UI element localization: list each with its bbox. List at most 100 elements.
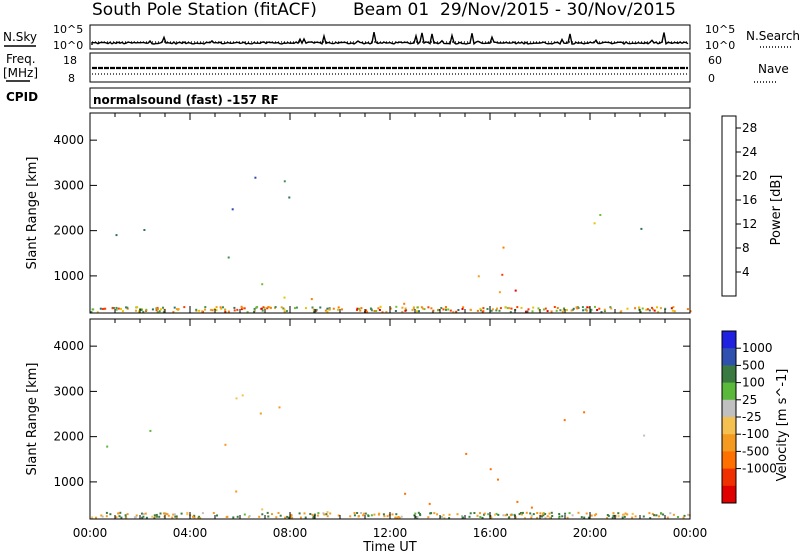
data-cell (498, 291, 501, 294)
data-cell (373, 310, 376, 312)
data-cell (603, 308, 606, 311)
data-cell (622, 513, 625, 516)
data-cell (544, 307, 547, 310)
colorbar-tick-label: 1000 (742, 341, 773, 355)
data-cell (369, 307, 372, 310)
data-cell (516, 306, 519, 309)
data-cell (491, 308, 494, 311)
data-cell (104, 307, 107, 310)
data-cell (495, 512, 498, 515)
data-cell (603, 310, 606, 313)
data-cell (403, 302, 406, 305)
data-cell (532, 513, 535, 516)
data-cell (639, 310, 642, 313)
data-cell (145, 308, 148, 311)
data-cell (288, 196, 291, 199)
data-cell (653, 514, 656, 517)
data-cell (595, 513, 598, 516)
data-cell (215, 306, 218, 309)
data-cell (587, 516, 590, 519)
data-cell (645, 308, 648, 311)
data-cell (166, 513, 169, 516)
data-cell (151, 308, 154, 311)
data-cell (135, 514, 138, 517)
freq-unit: [MHz] (3, 66, 38, 80)
data-cell (658, 515, 660, 518)
colorbar-segment (722, 348, 736, 366)
data-cell (659, 307, 662, 310)
data-cell (558, 513, 561, 515)
data-cell (527, 308, 530, 311)
data-cell (585, 512, 588, 515)
data-cell (504, 306, 507, 309)
data-cell (476, 514, 479, 517)
data-cell (415, 516, 418, 518)
data-cell (521, 513, 523, 516)
data-cell (233, 309, 236, 312)
data-cell (536, 512, 539, 514)
data-cell (385, 311, 388, 313)
velocity-data-layer (91, 394, 691, 520)
data-cell (236, 308, 239, 311)
data-cell (524, 517, 526, 519)
data-cell (617, 515, 620, 518)
colorbar-tick-label: -500 (742, 444, 769, 458)
data-cell (598, 307, 601, 310)
data-cell (329, 512, 332, 515)
data-cell (259, 412, 262, 415)
data-cell (606, 517, 609, 520)
data-cell (504, 514, 507, 517)
data-cell (476, 309, 479, 312)
data-cell (204, 306, 207, 309)
data-cell (394, 310, 397, 312)
data-cell (332, 307, 335, 310)
data-cell (495, 309, 498, 312)
data-cell (275, 516, 278, 519)
date-range: 29/Nov/2015 - 30/Nov/2015 (440, 0, 676, 20)
data-cell (563, 307, 566, 310)
data-cell (192, 515, 194, 518)
data-cell (548, 512, 551, 515)
data-cell (394, 516, 397, 519)
data-cell (468, 515, 471, 518)
freq-label: Freq. (6, 52, 36, 66)
data-cell (341, 308, 343, 311)
data-cell (525, 511, 528, 514)
data-cell (510, 307, 513, 310)
data-cell (280, 306, 283, 309)
data-cell (290, 515, 293, 518)
colorbar-segment (722, 382, 736, 401)
data-cell (377, 307, 380, 310)
data-cell (274, 306, 277, 308)
data-cell (337, 308, 339, 311)
data-cell (357, 515, 360, 518)
data-cell (502, 246, 505, 249)
data-cell (594, 305, 596, 308)
y-tick-label: 4000 (53, 133, 84, 147)
data-cell (536, 517, 539, 519)
data-cell (664, 307, 667, 310)
data-cell (319, 306, 322, 309)
data-cell (235, 490, 238, 493)
data-cell (92, 308, 95, 311)
data-cell (452, 311, 455, 314)
data-cell (546, 515, 549, 518)
data-cell (531, 310, 534, 313)
data-cell (266, 307, 269, 310)
power-ylabel: Slant Range [km] (25, 157, 40, 270)
data-cell (506, 513, 508, 516)
data-cell (481, 310, 484, 313)
data-cell (358, 307, 361, 310)
data-cell (553, 306, 556, 308)
time-tick-labels: 00:00 04:00 08:00 12:00 16:00 20:00 00:00 (73, 526, 708, 540)
power-panel: 1000 2000 3000 4000 Slant Range [km] (25, 112, 692, 314)
data-cell (509, 311, 512, 314)
data-cell (138, 310, 140, 313)
data-cell (550, 310, 553, 313)
data-cell (571, 514, 574, 517)
data-cell (366, 310, 369, 313)
data-cell (666, 516, 669, 519)
data-cell (461, 308, 464, 310)
data-cell (95, 516, 97, 519)
time-axis-label: Time UT (362, 540, 416, 554)
